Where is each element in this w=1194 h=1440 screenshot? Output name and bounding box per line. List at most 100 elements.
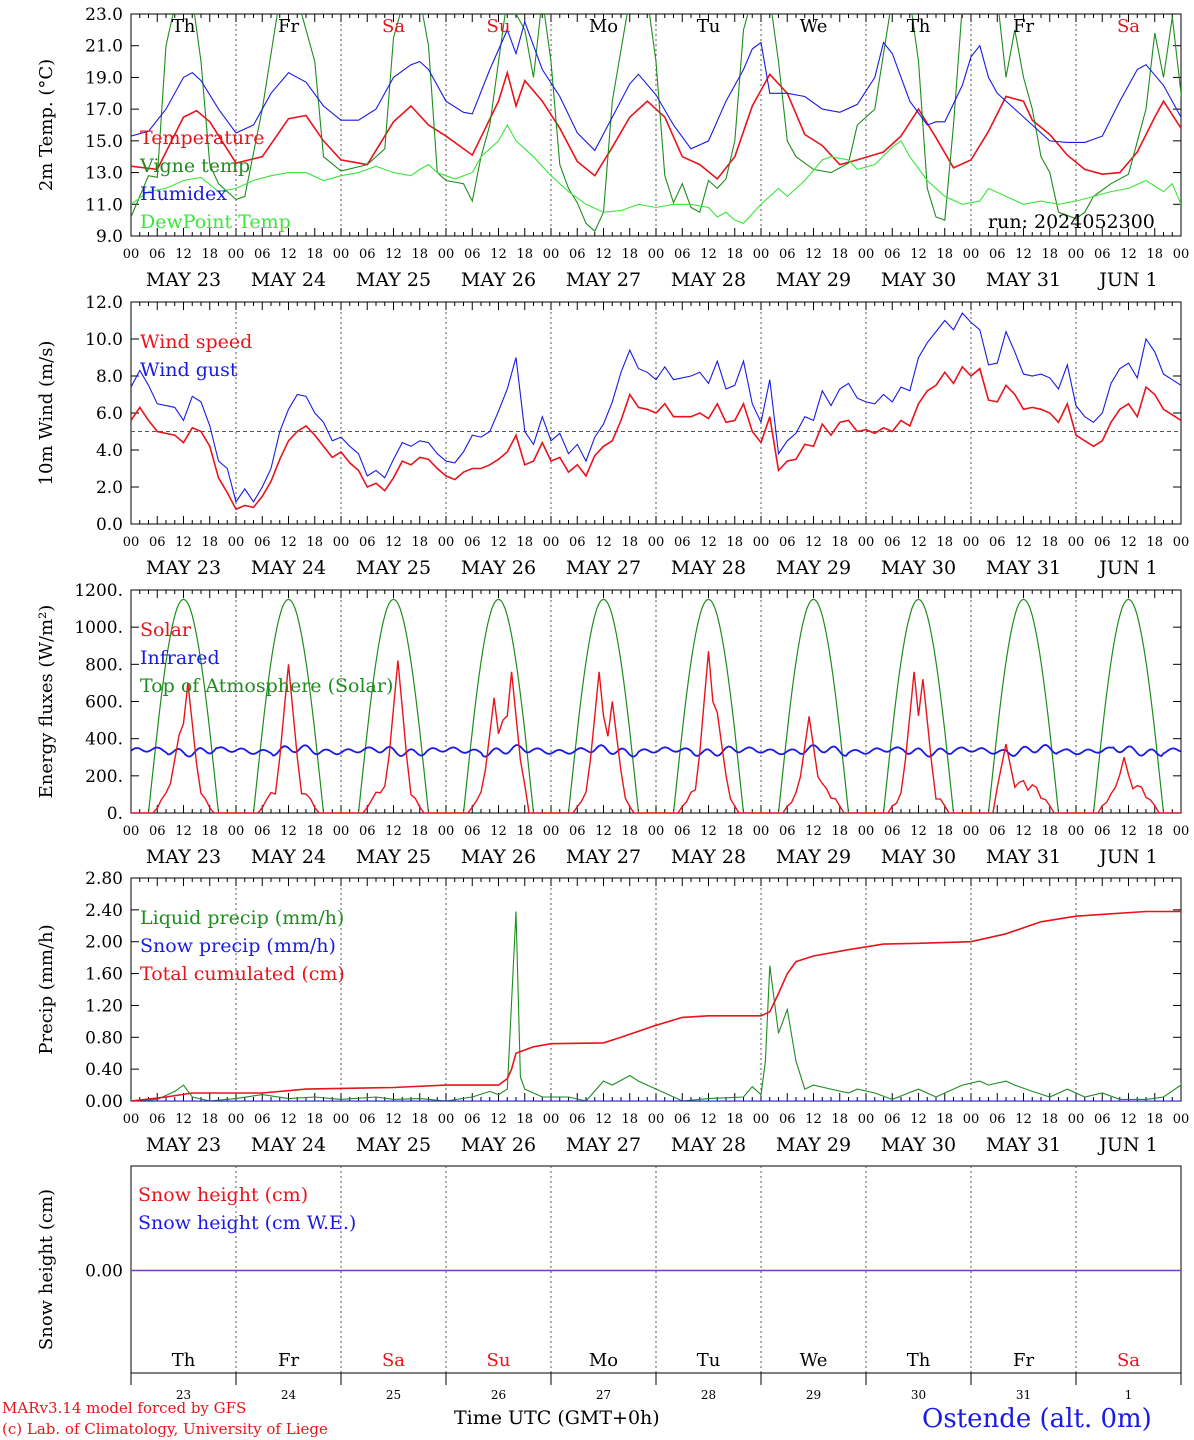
day-label: MAY 25 [356,846,431,868]
hour-label: 06 [884,535,901,550]
day-label: MAY 24 [251,557,326,579]
infrared-line [131,743,1181,758]
day-label: MAY 23 [146,846,221,868]
day-label: MAY 29 [776,846,851,868]
y-tick-label: 600. [85,693,123,713]
hour-label: 18 [516,535,533,550]
hour-label: 18 [411,535,428,550]
weekday-label: Tu [697,16,721,37]
weekday-label: Su [487,1350,511,1371]
y-tick-label: 11.0 [85,195,123,215]
y-tick-label: 2.40 [85,901,123,921]
hour-label: 12 [700,247,717,262]
legend-entry: Snow height (cm) [138,1184,308,1206]
legend-entry: DewPoint Temp [140,211,291,233]
weekday-row-top: Th Fr Sa Su Mo Tu We Th Fr Sa [172,16,1141,37]
hour-label: 12 [490,824,507,839]
hour-label: 12 [910,535,927,550]
hour-label: 06 [1094,535,1111,550]
hour-label: 12 [805,824,822,839]
hour-label: 12 [595,535,612,550]
hour-label: 18 [201,247,218,262]
y-tick-label: 4.0 [96,441,123,461]
weekday-label: Mo [589,1350,618,1371]
day-label: MAY 27 [566,846,641,868]
hour-label: 06 [464,824,481,839]
hour-label: 18 [201,824,218,839]
hour-label: 00 [1068,1112,1085,1127]
day-number: 29 [806,1388,821,1402]
y-tick-label: 0. [107,804,123,824]
day-label: MAY 25 [356,1134,431,1156]
station-name: Ostende (alt. 0m) [922,1404,1152,1434]
hour-label: 18 [726,824,743,839]
weekday-label: Fr [1013,1350,1034,1371]
y-axis-label: 10m Wind (m/s) [36,341,57,486]
y-tick-label: 2.0 [96,478,123,498]
weekday-label: Tu [697,1350,721,1371]
hour-label: 06 [359,824,376,839]
day-number: 31 [1016,1388,1031,1402]
weekday-label: Su [487,16,511,37]
hour-label: 12 [175,535,192,550]
y-tick-label: 23.0 [85,5,123,25]
hour-label: 12 [490,247,507,262]
hour-label: 06 [989,1112,1006,1127]
hour-label: 18 [726,247,743,262]
y-tick-label: 19.0 [85,68,123,88]
day-number: 30 [911,1388,926,1402]
day-label: JUN 1 [1097,846,1157,868]
hour-label: 00 [1173,247,1190,262]
day-label: MAY 28 [671,1134,746,1156]
legend-entry: Infrared [140,647,220,669]
y-tick-label: 1.20 [85,996,123,1016]
hour-label: 12 [1120,535,1137,550]
hour-label: 18 [1041,1112,1058,1127]
hour-label: 18 [831,247,848,262]
y-tick-label: 2.00 [85,933,123,953]
weekday-label: Fr [1013,16,1034,37]
hour-label: 18 [831,1112,848,1127]
day-label: MAY 26 [461,269,536,291]
hour-label: 18 [201,535,218,550]
hour-label: 12 [1120,824,1137,839]
y-tick-label: 9.0 [96,227,123,247]
legend-entry: Snow precip (mm/h) [140,935,336,957]
hour-label: 12 [910,824,927,839]
hour-label: 00 [543,824,560,839]
weekday-label: Sa [1117,1350,1140,1371]
hour-label: 06 [989,824,1006,839]
hour-label: 00 [123,824,140,839]
hour-label: 06 [254,535,271,550]
panel-5: 0.00 Snow height (cm) Snow height (cm) Snow… [36,1165,1182,1374]
y-tick-label: 12.0 [85,293,123,313]
hour-label: 00 [1173,1112,1190,1127]
wind-gust-line [131,312,1181,504]
hour-label: 12 [490,1112,507,1127]
hour-label: 06 [149,824,166,839]
hour-label: 00 [1173,535,1190,550]
weekday-label: We [800,1350,828,1371]
hour-label: 12 [385,1112,402,1127]
y-tick-label: 8.0 [96,367,123,387]
solar-line [131,651,1181,813]
hour-label: 18 [306,247,323,262]
hour-label: 00 [858,247,875,262]
hour-label: 12 [175,1112,192,1127]
hour-label: 00 [438,535,455,550]
hour-label: 06 [1094,1112,1111,1127]
hour-label: 12 [385,535,402,550]
hour-label: 18 [1146,247,1163,262]
day-label: MAY 25 [356,557,431,579]
hour-label: 12 [595,1112,612,1127]
weekday-label: Th [172,16,196,37]
panel-2: 00 06 12 18 00 06 12 18 00 06 12 18 00 06 12 18 00 06 12 18… [36,293,1189,579]
hour-label: 06 [149,247,166,262]
day-label: MAY 28 [671,269,746,291]
hour-label: 12 [1120,247,1137,262]
day-label: MAY 26 [461,1134,536,1156]
hour-label: 06 [359,1112,376,1127]
weekday-label: Fr [278,1350,299,1371]
hour-label: 00 [753,1112,770,1127]
hour-label: 00 [648,535,665,550]
